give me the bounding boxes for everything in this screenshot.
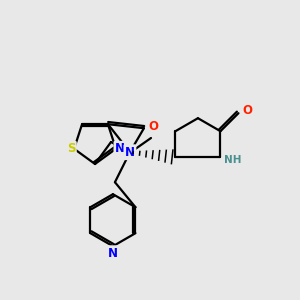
Text: N: N — [115, 142, 125, 155]
Text: NH: NH — [224, 155, 241, 165]
Text: N: N — [108, 247, 118, 260]
Text: N: N — [125, 146, 135, 159]
Text: S: S — [67, 142, 75, 155]
Text: O: O — [148, 120, 158, 133]
Text: O: O — [242, 104, 252, 117]
